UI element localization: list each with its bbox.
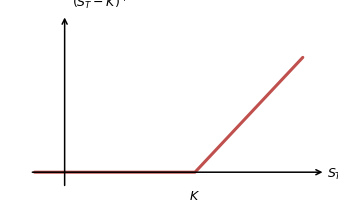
Text: $(S_T - K)^+$: $(S_T - K)^+$ [72, 0, 129, 12]
Text: $S_T$: $S_T$ [327, 167, 338, 182]
Text: $K$: $K$ [190, 190, 200, 202]
